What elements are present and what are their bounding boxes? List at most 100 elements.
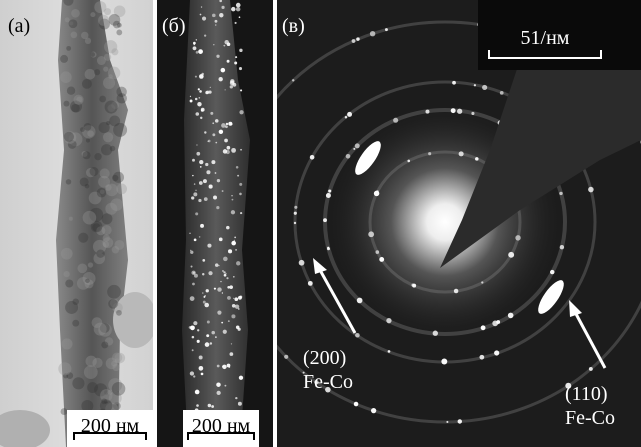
texture-dot [193, 42, 196, 45]
texture-dot [231, 210, 235, 214]
texture-dot [69, 217, 73, 221]
texture-dot [83, 151, 91, 159]
texture-dot [60, 55, 68, 63]
texture-dot [500, 91, 504, 95]
texture-dot [215, 263, 219, 267]
texture-dot [211, 331, 215, 335]
texture-dot [428, 152, 431, 155]
texture-dot [210, 87, 211, 88]
texture-dot [82, 79, 92, 89]
texture-dot [204, 197, 208, 201]
texture-dot [90, 52, 95, 57]
texture-dot [206, 289, 209, 292]
texture-dot [194, 238, 197, 241]
texture-dot [227, 286, 230, 289]
texture-dot [508, 252, 514, 258]
texture-dot [80, 127, 85, 132]
texture-dot [215, 336, 217, 338]
texture-dot [323, 218, 327, 222]
panel-c [230, 0, 641, 447]
texture-dot [83, 272, 96, 285]
texture-dot [234, 236, 236, 238]
texture-dot [190, 325, 195, 330]
texture-dot [208, 91, 211, 94]
texture-dot [101, 144, 112, 155]
texture-dot [196, 144, 197, 145]
texture-dot [200, 166, 202, 168]
texture-dot [196, 51, 199, 54]
texture-dot [203, 301, 206, 304]
texture-dot [459, 151, 464, 156]
texture-dot [196, 112, 200, 116]
texture-dot [199, 74, 204, 79]
texture-dot [294, 222, 296, 224]
texture-dot [393, 118, 398, 123]
texture-dot [236, 7, 240, 11]
texture-dot [192, 336, 195, 339]
texture-dot [73, 95, 83, 105]
texture-dot [69, 19, 78, 28]
texture-dot [236, 3, 241, 8]
texture-dot [239, 296, 242, 299]
texture-dot [239, 183, 242, 186]
texture-dot [425, 110, 429, 114]
texture-dot [73, 298, 79, 304]
texture-dot [222, 270, 223, 271]
texture-dot [72, 377, 84, 389]
texture-dot [221, 322, 223, 324]
texture-dot [197, 340, 200, 343]
texture-dot [224, 274, 227, 277]
texture-dot [223, 149, 227, 153]
texture-dot [81, 32, 88, 39]
texture-dot [441, 359, 447, 365]
texture-dot [201, 6, 202, 7]
texture-dot [215, 24, 216, 25]
texture-dot [374, 191, 379, 196]
texture-dot [66, 46, 71, 51]
texture-dot [240, 149, 242, 151]
texture-dot [216, 55, 219, 58]
texture-dot [190, 96, 191, 97]
texture-dot [199, 236, 201, 238]
texture-dot [193, 46, 197, 50]
texture-dot [195, 76, 197, 78]
texture-dot [193, 375, 195, 377]
texture-dot [231, 314, 235, 318]
texture-dot [199, 366, 204, 371]
texture-dot [192, 283, 195, 286]
texture-dot [111, 361, 117, 367]
texture-dot [226, 226, 230, 230]
texture-dot [231, 7, 235, 11]
texture-dot [116, 30, 122, 36]
texture-dot [240, 89, 242, 91]
texture-dot [102, 225, 112, 235]
texture-dot [192, 349, 194, 351]
texture-dot [201, 373, 204, 376]
texture-dot [356, 37, 359, 40]
texture-dot [198, 49, 203, 54]
texture-dot [230, 81, 235, 86]
texture-dot [61, 408, 68, 415]
texture-dot [385, 28, 388, 31]
texture-dot [64, 271, 70, 277]
texture-dot [225, 273, 226, 274]
texture-dot [239, 67, 242, 70]
texture-dot [90, 12, 95, 17]
texture-dot [190, 371, 194, 375]
texture-dot [105, 184, 118, 197]
texture-dot [221, 6, 224, 9]
reflection-index: (200) [303, 347, 346, 369]
texture-dot [550, 270, 554, 274]
texture-dot [199, 356, 203, 360]
texture-dot [327, 247, 330, 250]
texture-dot [407, 160, 410, 163]
texture-dot [204, 131, 206, 133]
texture-dot [228, 249, 232, 253]
phase-label: Fe-Co [565, 407, 615, 429]
texture-dot [206, 334, 209, 337]
texture-dot [224, 40, 228, 44]
texture-dot [205, 342, 210, 347]
texture-dot [72, 320, 79, 327]
texture-dot [494, 350, 499, 355]
texture-dot [199, 90, 202, 93]
